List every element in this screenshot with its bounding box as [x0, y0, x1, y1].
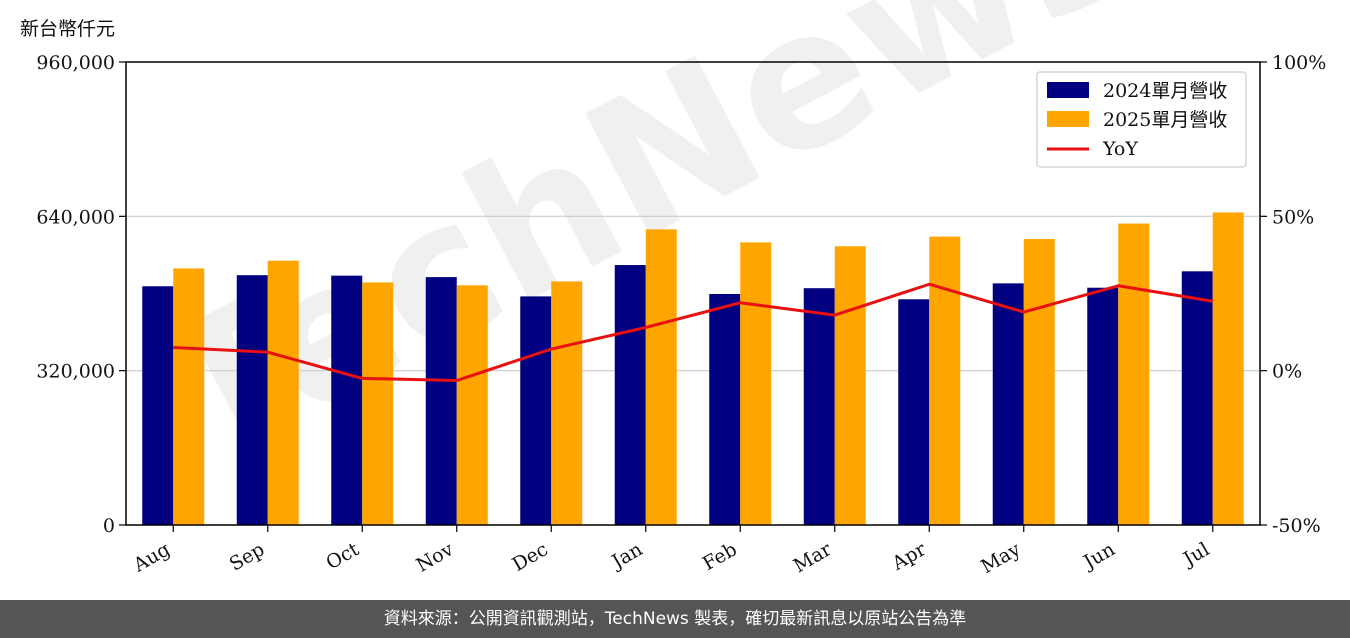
bar-2024-aug: [142, 286, 174, 525]
x-tick-label: Oct: [322, 538, 363, 574]
bar-2024-jun: [1087, 287, 1119, 525]
bar-2025-oct: [362, 282, 394, 525]
x-tick-label: Dec: [509, 538, 552, 576]
y-tick-label: 0: [103, 515, 115, 537]
legend-swatch-2024: [1047, 82, 1089, 98]
bar-2024-may: [992, 283, 1024, 525]
x-tick-label: Mar: [790, 538, 836, 577]
bar-2024-oct: [331, 275, 363, 525]
source-footer: 資料來源：公開資訊觀測站，TechNews 製表，確切最新訊息以原站公告為準: [0, 600, 1350, 638]
bar-2025-mar: [834, 246, 866, 525]
y2-tick-label: 0%: [1272, 361, 1302, 383]
legend-label-2025: 2025單月營收: [1103, 109, 1227, 131]
bar-2025-aug: [173, 268, 205, 525]
bar-2024-jul: [1181, 271, 1213, 525]
revenue-chart: TechNews0320,000640,000960,000-50%0%50%1…: [36, 0, 1326, 578]
x-tick-label: May: [977, 538, 1024, 578]
x-tick-label: Nov: [413, 538, 458, 577]
legend-label-2024: 2024單月營收: [1103, 80, 1227, 102]
bar-2025-nov: [456, 285, 488, 525]
x-tick-label: Sep: [226, 538, 269, 575]
y2-tick-label: 100%: [1272, 52, 1326, 74]
y-tick-label: 640,000: [36, 206, 115, 228]
bar-2024-sep: [236, 275, 268, 525]
x-tick-label: Jan: [607, 538, 647, 574]
bar-2025-feb: [740, 242, 772, 526]
bar-2024-dec: [520, 296, 552, 525]
y-tick-label: 320,000: [36, 361, 115, 383]
y-tick-label: 960,000: [36, 52, 115, 74]
x-tick-label: Jun: [1078, 538, 1119, 574]
y2-tick-label: 50%: [1272, 206, 1314, 228]
bar-2025-apr: [929, 236, 961, 525]
bar-2025-dec: [551, 281, 583, 525]
x-tick-label: Aug: [129, 538, 174, 577]
bar-2025-jan: [645, 229, 677, 525]
bar-2024-feb: [709, 293, 741, 525]
bar-2025-jul: [1212, 212, 1244, 525]
y2-tick-label: -50%: [1272, 515, 1321, 537]
legend-label-yoy: YoY: [1102, 138, 1138, 160]
x-tick-label: Apr: [888, 538, 931, 575]
bar-2025-jun: [1118, 223, 1150, 526]
bar-2025-sep: [267, 260, 299, 525]
bar-2024-mar: [803, 288, 835, 525]
x-tick-label: Jul: [1178, 538, 1213, 571]
bar-2024-apr: [898, 299, 930, 525]
bar-2024-nov: [425, 277, 457, 525]
legend-swatch-2025: [1047, 111, 1089, 127]
x-tick-label: Feb: [699, 538, 741, 575]
legend-box: [1036, 71, 1247, 168]
yoy-line: [173, 282, 1213, 383]
plot-frame: [125, 61, 1261, 526]
bar-2025-may: [1023, 239, 1055, 525]
bar-2024-jan: [614, 265, 646, 525]
y-axis-unit-label: 新台幣仟元: [20, 18, 116, 40]
